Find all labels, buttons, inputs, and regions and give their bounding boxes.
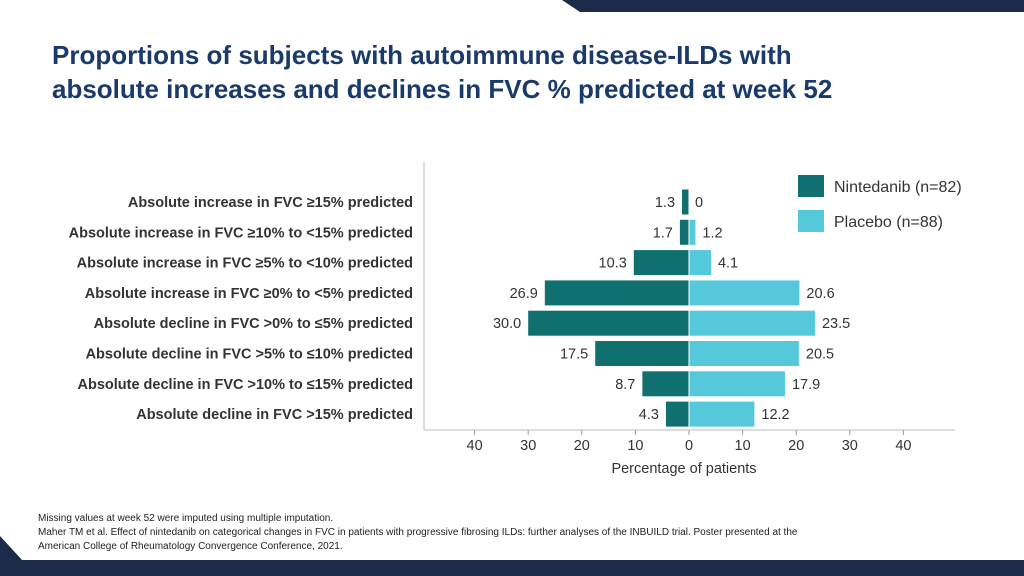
category-label: Absolute decline in FVC >0% to ≤5% predi… [94,316,413,332]
placebo-bar [689,371,785,397]
placebo-value-label: 20.5 [806,347,834,363]
placebo-bar [689,401,755,427]
x-tick-label: 30 [842,438,858,454]
category-label: Absolute increase in FVC ≥10% to <15% pr… [69,225,413,241]
nintedanib-bar [665,401,689,427]
nintedanib-bar [642,371,689,397]
legend-label-nintedanib: Nintedanib (n=82) [834,179,962,196]
x-tick-label: 30 [520,438,536,454]
x-tick-label: 10 [735,438,751,454]
placebo-value-label: 17.9 [792,377,820,393]
placebo-bar [689,219,696,245]
nintedanib-value-label: 1.3 [655,195,675,211]
placebo-value-label: 4.1 [718,256,738,272]
top-decorative-band [562,0,1024,12]
nintedanib-value-label: 4.3 [639,407,659,423]
placebo-value-label: 20.6 [806,286,834,302]
slide-title: Proportions of subjects with autoimmune … [52,38,992,106]
placebo-bar [689,280,800,306]
legend-swatch-nintedanib [798,175,824,197]
legend-swatch-placebo [798,210,824,232]
placebo-value-label: 23.5 [822,316,850,332]
category-label: Absolute decline in FVC >15% predicted [136,407,413,423]
category-label: Absolute increase in FVC ≥15% predicted [128,195,413,211]
x-tick-label: 10 [627,438,643,454]
x-tick-label: 0 [685,438,693,454]
footnote: Missing values at week 52 were imputed u… [38,512,998,554]
nintedanib-value-label: 1.7 [653,225,673,241]
nintedanib-value-label: 30.0 [493,316,521,332]
nintedanib-bar [682,189,689,215]
nintedanib-bar [528,310,689,336]
legend-label-placebo: Placebo (n=88) [834,214,943,231]
category-label: Absolute decline in FVC >5% to ≤10% pred… [86,347,413,363]
nintedanib-bar [544,280,689,306]
placebo-bar [689,341,799,366]
category-label: Absolute decline in FVC >10% to ≤15% pre… [78,377,414,393]
x-axis-label: Percentage of patients [611,461,756,477]
footnote-reference-2: American College of Rheumatology Converg… [38,541,343,552]
slide-title-line-2: absolute increases and declines in FVC %… [52,74,833,104]
nintedanib-value-label: 8.7 [615,377,635,393]
bottom-decorative-band [0,560,1024,576]
footnote-imputation: Missing values at week 52 were imputed u… [38,513,334,524]
x-tick-label: 40 [467,438,483,454]
corner-decoration [0,536,22,560]
footnote-reference-1: Maher TM et al. Effect of nintedanib on … [38,527,798,538]
x-tick-label: 20 [574,438,590,454]
diverging-bar-chart: Absolute increase in FVC ≥15% predicted A… [69,162,962,477]
placebo-value-label: 12.2 [761,407,789,423]
placebo-bar [689,310,815,336]
nintedanib-bar [633,250,689,276]
category-label: Absolute increase in FVC ≥5% to <10% pre… [77,256,413,272]
x-tick-label: 20 [788,438,804,454]
nintedanib-value-label: 17.5 [560,347,588,363]
nintedanib-bar [595,341,689,366]
placebo-value-label: 0 [695,195,703,211]
slide-title-line-1: Proportions of subjects with autoimmune … [52,40,792,70]
placebo-bar [689,250,711,276]
placebo-value-label: 1.2 [702,225,722,241]
x-tick-label: 40 [895,438,911,454]
nintedanib-value-label: 10.3 [599,256,627,272]
nintedanib-value-label: 26.9 [510,286,538,302]
nintedanib-bar [679,219,689,245]
category-label: Absolute increase in FVC ≥0% to <5% pred… [85,286,413,302]
